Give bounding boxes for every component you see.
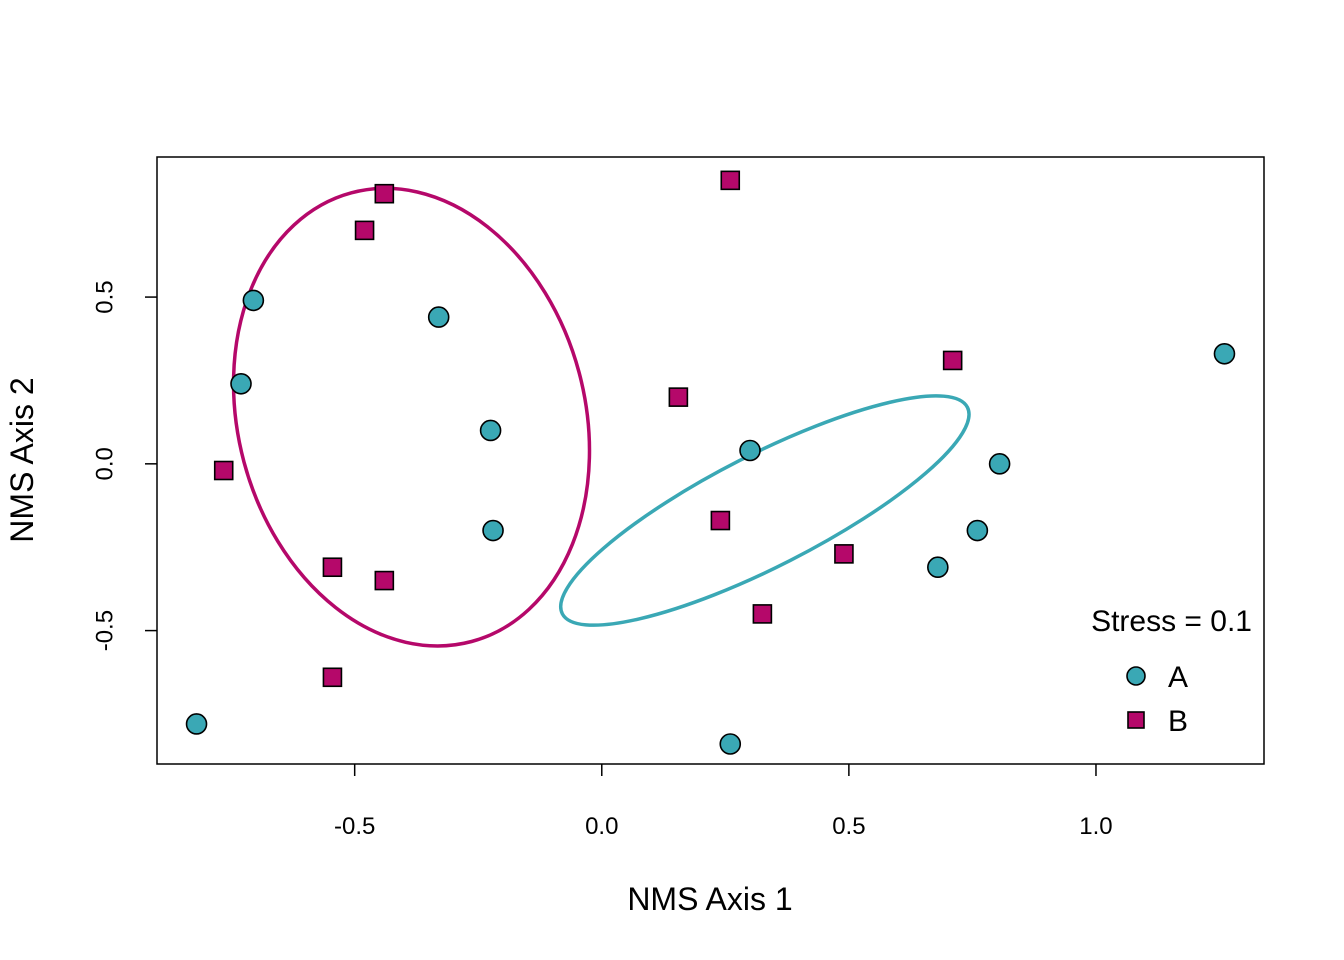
- y-axis: -0.5 0.0 0.5: [92, 280, 157, 651]
- x-tick-label: 0.0: [585, 813, 618, 840]
- legend-label-B: B: [1168, 705, 1188, 738]
- point-A: [185, 713, 208, 735]
- point-B: [213, 460, 234, 481]
- stress-annotation: Stress = 0.1: [1091, 605, 1252, 638]
- point-B: [374, 183, 395, 204]
- point-B: [322, 667, 343, 688]
- legend-label-A: A: [1168, 661, 1188, 694]
- point-A: [966, 519, 989, 542]
- point-A: [927, 556, 949, 579]
- point-A: [988, 453, 1011, 475]
- x-tick-label: -0.5: [334, 813, 375, 840]
- point-A: [230, 372, 252, 395]
- point-A: [479, 419, 502, 442]
- legend-marker-A: [1126, 666, 1146, 686]
- x-tick-label: 0.5: [832, 813, 865, 840]
- point-B: [374, 570, 395, 591]
- plot-frame: [156, 156, 1265, 765]
- point-A: [719, 733, 742, 755]
- ellipse-B: [231, 186, 592, 648]
- x-axis-label: NMS Axis 1: [627, 881, 792, 917]
- point-B: [720, 170, 741, 191]
- confidence-ellipses: [231, 186, 971, 648]
- y-tick-label: 0.0: [92, 447, 119, 480]
- point-A: [242, 289, 265, 312]
- y-axis-label: NMS Axis 2: [4, 377, 40, 542]
- y-tick-label: -0.5: [92, 610, 119, 651]
- point-A: [739, 439, 761, 462]
- ellipse-A: [558, 394, 971, 627]
- x-tick-label: 1.0: [1079, 813, 1112, 840]
- point-B: [710, 510, 731, 531]
- point-B: [752, 604, 773, 624]
- legend: Stress = 0.1 AB: [1091, 605, 1252, 738]
- point-B: [322, 557, 343, 578]
- point-A: [482, 519, 504, 542]
- x-axis: -0.5 0.0 0.5 1.0: [334, 764, 1113, 840]
- legend-marker-B: [1127, 711, 1145, 729]
- point-A: [427, 306, 450, 328]
- y-tick-label: 0.5: [92, 280, 119, 313]
- legend-items: AB: [1126, 661, 1188, 738]
- point-B: [354, 220, 375, 241]
- data-points: [185, 170, 1236, 755]
- point-A: [1213, 342, 1236, 365]
- point-B: [668, 387, 689, 407]
- point-B: [834, 544, 854, 564]
- point-B: [942, 350, 963, 371]
